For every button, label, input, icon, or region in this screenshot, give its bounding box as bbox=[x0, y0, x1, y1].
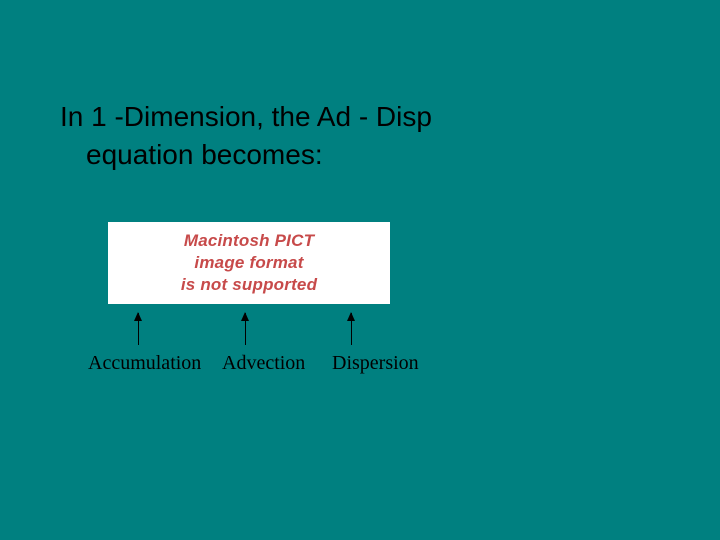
pict-line-2: image format bbox=[194, 252, 303, 274]
pict-line-1: Macintosh PICT bbox=[184, 230, 314, 252]
label-advection: Advection bbox=[222, 352, 332, 375]
arrow-advection bbox=[245, 313, 246, 345]
arrow-dispersion bbox=[351, 313, 352, 345]
title-line-2: equation becomes: bbox=[60, 136, 580, 174]
slide-title: In 1 -Dimension, the Ad - Disp equation … bbox=[60, 98, 580, 174]
arrow-accumulation bbox=[138, 313, 139, 345]
label-accumulation: Accumulation bbox=[88, 352, 222, 375]
label-dispersion: Dispersion bbox=[332, 352, 442, 375]
title-line-1: In 1 -Dimension, the Ad - Disp bbox=[60, 98, 580, 136]
pict-line-3: is not supported bbox=[181, 274, 317, 296]
pict-unsupported-box: Macintosh PICT image format is not suppo… bbox=[108, 222, 390, 304]
term-labels-row: Accumulation Advection Dispersion bbox=[88, 352, 442, 375]
